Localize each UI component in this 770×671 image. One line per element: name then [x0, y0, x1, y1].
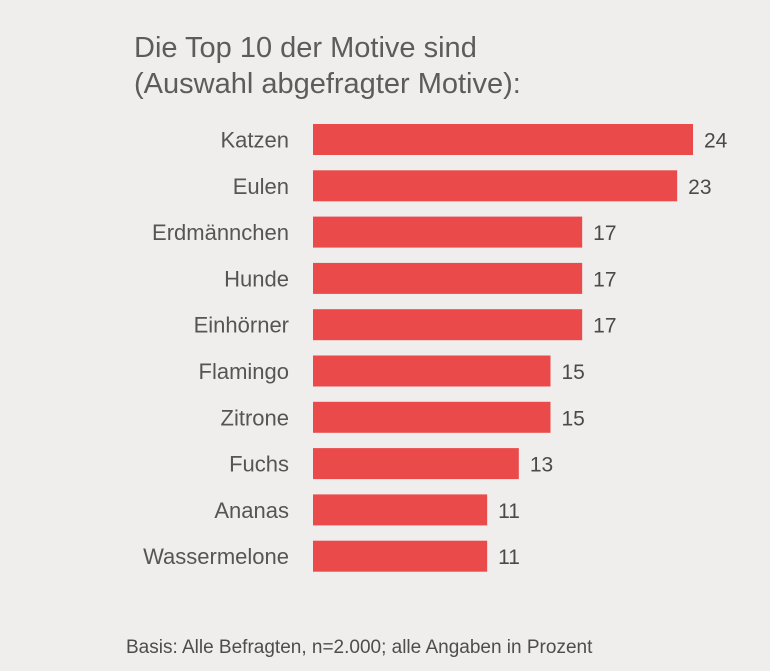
category-label: Flamingo — [199, 359, 289, 384]
chart-title-line-2: (Auswahl abgefragter Motive): — [134, 68, 521, 100]
data-label: 23 — [688, 176, 711, 199]
data-label: 15 — [562, 361, 585, 384]
bar — [313, 401, 551, 433]
bar — [313, 355, 551, 387]
data-label: 17 — [593, 222, 616, 245]
category-label: Hunde — [224, 266, 289, 291]
bar — [313, 124, 693, 155]
data-label: 24 — [704, 130, 728, 153]
category-label: Wassermelone — [143, 544, 289, 569]
bar — [313, 216, 583, 248]
data-label: 13 — [530, 454, 553, 477]
category-label: Zitrone — [221, 405, 289, 430]
bar — [313, 540, 488, 572]
bar — [313, 309, 583, 341]
chart-title-line-1: Die Top 10 der Motive sind — [134, 32, 477, 64]
category-label: Erdmännchen — [152, 220, 289, 245]
category-label: Katzen — [221, 128, 290, 153]
data-label: 17 — [593, 268, 616, 291]
data-label: 11 — [498, 500, 520, 523]
category-label: Eulen — [233, 174, 289, 199]
chart-title: Die Top 10 der Motive sind (Auswahl abge… — [134, 30, 734, 102]
bar — [313, 170, 678, 202]
category-label: Fuchs — [229, 452, 289, 477]
data-label: 17 — [593, 315, 616, 338]
data-label: 11 — [498, 546, 520, 569]
category-label: Einhörner — [194, 313, 289, 338]
category-label: Ananas — [214, 498, 289, 523]
bar — [313, 494, 488, 526]
data-label: 15 — [562, 407, 585, 430]
chart-footnote: Basis: Alle Befragten, n=2.000; alle Ang… — [126, 637, 593, 658]
bar — [313, 448, 519, 480]
bar — [313, 262, 583, 294]
